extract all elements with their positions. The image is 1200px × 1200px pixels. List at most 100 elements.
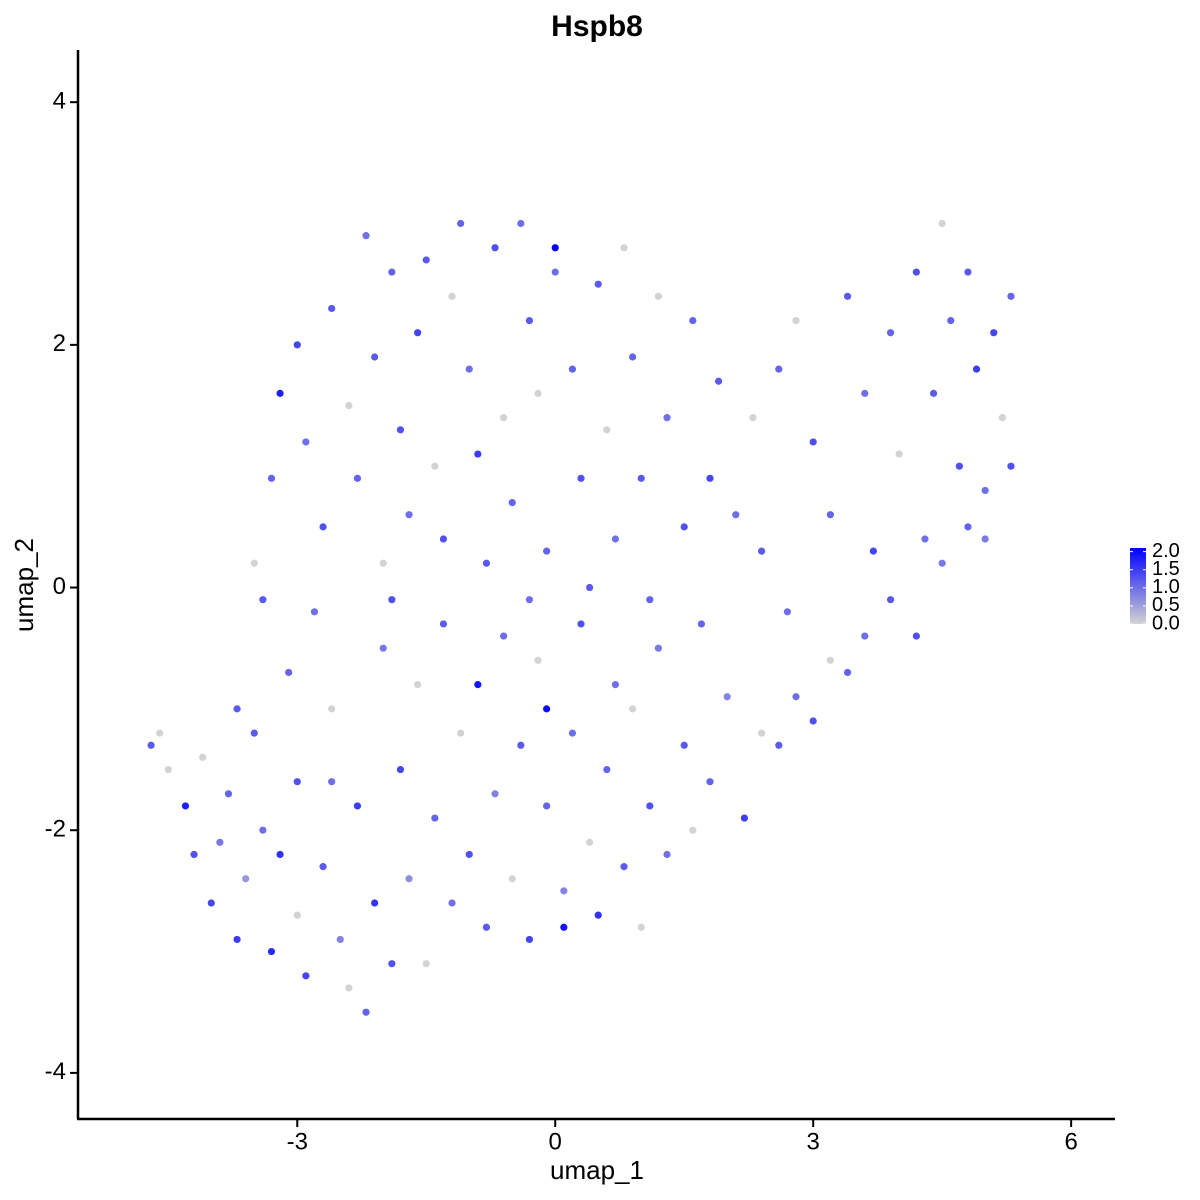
point	[955, 462, 963, 470]
point	[405, 875, 413, 883]
point	[938, 559, 946, 567]
point	[869, 547, 877, 555]
point	[534, 656, 542, 664]
x-tick-label: -3	[287, 1128, 308, 1155]
point	[706, 778, 714, 786]
chart-title: Hspb8	[551, 10, 643, 43]
point	[482, 559, 491, 567]
x-tick-label: 0	[549, 1128, 562, 1155]
point	[302, 972, 310, 980]
point	[422, 256, 430, 264]
colorbar-tick-label: 2.0	[1152, 540, 1180, 562]
point	[792, 693, 800, 701]
point	[543, 802, 551, 810]
x-axis-label: umap_1	[550, 1155, 644, 1185]
y-tick-label: 0	[53, 573, 66, 600]
point	[809, 438, 817, 446]
colorbar-tick-label: 0.5	[1152, 594, 1180, 616]
point	[207, 899, 215, 907]
y-axis-label: umap_2	[9, 538, 39, 632]
point	[663, 850, 671, 859]
point	[482, 923, 491, 931]
point	[843, 292, 852, 300]
point	[379, 559, 387, 567]
point	[491, 790, 499, 798]
point	[422, 960, 430, 968]
point	[362, 1008, 370, 1016]
point	[646, 596, 654, 604]
point	[156, 729, 164, 737]
point	[190, 850, 198, 859]
point	[328, 778, 336, 786]
point	[302, 438, 310, 446]
point	[500, 414, 508, 422]
x-tick-label: 3	[807, 1128, 820, 1155]
point	[267, 474, 276, 482]
point	[353, 802, 362, 810]
point	[379, 644, 387, 652]
point	[233, 935, 241, 944]
point	[663, 414, 671, 422]
point	[577, 620, 585, 628]
point	[491, 244, 499, 252]
point	[525, 316, 534, 325]
point	[594, 280, 602, 288]
point	[826, 511, 834, 519]
point	[474, 681, 482, 689]
point	[371, 353, 379, 361]
point	[336, 935, 344, 944]
point	[319, 863, 327, 871]
point	[586, 838, 594, 846]
point	[921, 535, 929, 543]
point	[646, 802, 654, 810]
point	[224, 790, 233, 798]
point	[826, 656, 834, 664]
point	[534, 389, 542, 397]
point	[843, 668, 852, 677]
point	[276, 389, 284, 397]
point	[938, 219, 946, 228]
point	[543, 547, 551, 555]
point	[560, 887, 568, 895]
point	[654, 292, 663, 300]
point	[448, 899, 456, 907]
point	[964, 268, 972, 276]
point	[1007, 462, 1015, 470]
point	[689, 316, 697, 325]
point	[371, 899, 379, 907]
point	[809, 717, 817, 725]
point	[164, 765, 172, 774]
point	[233, 705, 241, 713]
point	[414, 681, 422, 689]
point	[620, 244, 628, 252]
point	[457, 729, 465, 737]
point	[611, 681, 620, 689]
point	[611, 535, 620, 543]
point	[981, 486, 989, 495]
point	[783, 608, 791, 616]
point	[749, 414, 757, 422]
point	[551, 244, 559, 252]
point	[629, 353, 637, 361]
point	[250, 559, 258, 567]
point	[259, 596, 267, 604]
point	[740, 814, 748, 822]
point	[457, 219, 465, 228]
point	[689, 826, 697, 834]
point	[216, 838, 224, 846]
colorbar-tick-label: 0.0	[1152, 612, 1180, 634]
point	[362, 232, 370, 240]
point	[396, 765, 405, 774]
point	[757, 547, 766, 555]
point	[792, 316, 800, 325]
point	[353, 474, 362, 482]
point	[603, 426, 611, 434]
point	[637, 474, 645, 482]
point	[912, 268, 920, 276]
point	[293, 911, 301, 919]
point	[517, 219, 525, 228]
point	[1007, 292, 1015, 300]
point	[929, 389, 938, 397]
point	[637, 923, 645, 931]
